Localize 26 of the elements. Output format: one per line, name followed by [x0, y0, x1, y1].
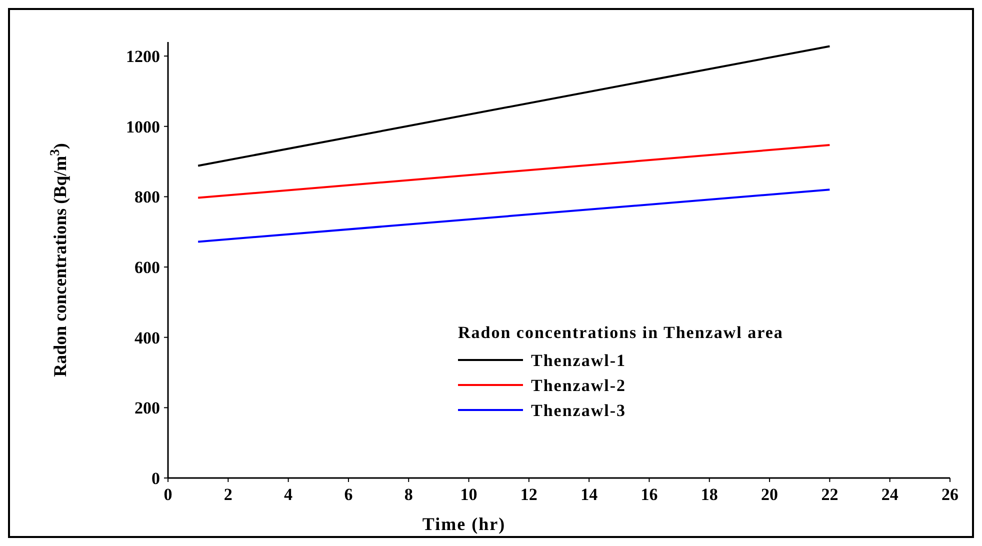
x-tick-label: 2 [224, 485, 232, 504]
legend-label: Thenzawl-1 [531, 350, 626, 370]
y-tick-label: 1200 [126, 47, 160, 66]
legend-label: Thenzawl-2 [531, 376, 626, 395]
x-tick-label: 8 [404, 485, 413, 504]
x-tick-label: 24 [881, 485, 899, 504]
x-tick-label: 12 [520, 485, 538, 504]
x-tick-label: 14 [580, 485, 598, 504]
x-axis-title: Time (hr) [422, 514, 506, 534]
x-tick-label: 26 [942, 485, 958, 504]
x-tick-label: 6 [344, 485, 353, 504]
y-tick-label: 600 [134, 258, 160, 277]
x-tick-label: 4 [284, 485, 294, 504]
y-tick-label: 800 [134, 188, 160, 207]
x-tick-label: 20 [761, 485, 778, 504]
x-tick-label: 22 [821, 485, 838, 504]
y-tick-label: 1000 [126, 117, 160, 136]
legend-title: Radon concentrations in Thenzawl area [458, 323, 784, 342]
y-tick-label: 200 [134, 398, 160, 418]
x-tick-label: 0 [164, 485, 172, 504]
y-tick-label: 0 [152, 468, 160, 488]
x-tick-label: 10 [460, 485, 478, 504]
x-tick-label: 16 [640, 485, 658, 504]
y-tick-label: 400 [134, 328, 160, 348]
x-tick-label: 18 [700, 485, 718, 504]
legend-label: Thenzawl-3 [531, 400, 626, 420]
